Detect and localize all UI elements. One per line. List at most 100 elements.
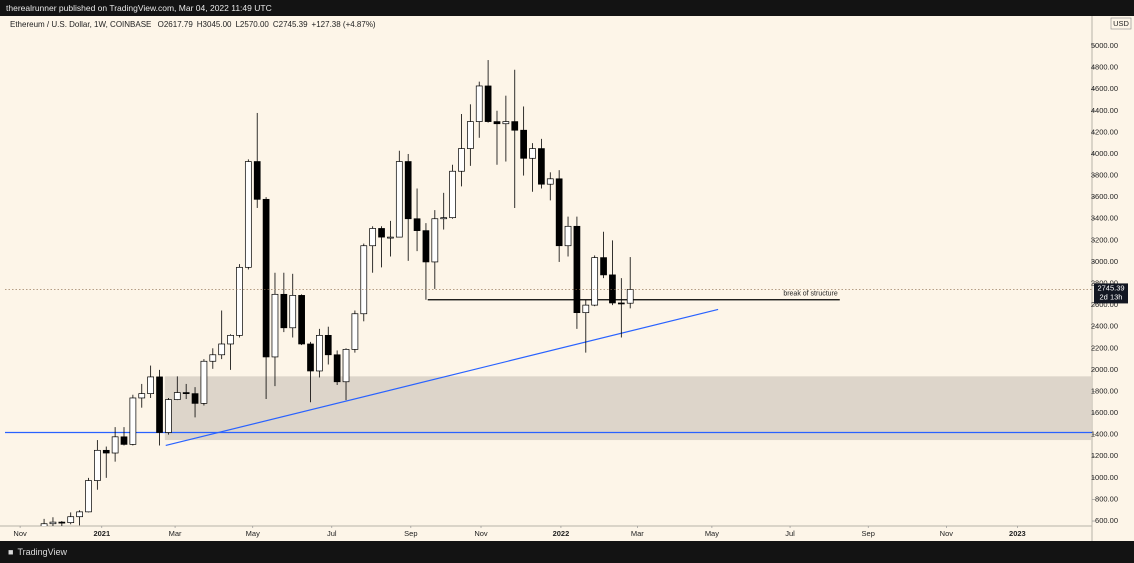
candle-body [102,449,110,454]
y-tick-label: 4200.00 [1091,127,1118,136]
candle-body [404,161,412,220]
structure-label: break of structure [783,291,838,298]
price-axis [1092,16,1134,541]
candle-body [173,392,181,400]
legend: Ethereum / U.S. Dollar, 1W, COINBASE O26… [10,20,380,29]
candle-body [600,257,607,276]
candle-body [40,523,48,526]
candle-body [191,393,199,404]
candle-body [609,274,616,304]
brand-logo: ■ [8,547,14,557]
y-tick-label: 3800.00 [1091,171,1118,180]
candle-body [564,225,572,247]
x-tick-label: Sep [404,529,417,538]
y-tick-label: 800.00 [1095,494,1118,503]
trend-line [165,308,719,447]
y-tick-label: 1000.00 [1091,473,1118,482]
candle-body [111,436,119,454]
currency: USD [1113,19,1129,28]
footer: ■ TradingView [0,541,1134,563]
candle-body [333,354,341,383]
ohlc-value: O2617.79 [157,20,193,29]
countdown: 2d 13h [1100,292,1123,301]
candle-body [49,521,57,525]
candle-body [617,302,625,305]
candle-body [307,343,314,372]
candle-body [546,178,554,185]
x-tick-label: Mar [169,529,182,538]
candle-body [555,178,563,247]
candle-body [289,295,297,329]
y-tick-label: 2200.00 [1091,343,1118,352]
y-tick-label: 2600.00 [1091,300,1118,309]
candle-body [94,449,101,481]
candle-body [466,121,474,149]
candle-body [511,121,519,131]
candle-body [209,354,217,362]
candle-body [440,217,448,220]
ohlc-value: +127.38 (+4.87%) [311,20,376,29]
candle-body [85,480,92,513]
top-bar: therealrunner published on TradingView.c… [0,0,1134,16]
y-tick-label: 1400.00 [1091,430,1118,439]
candle-body [58,521,66,524]
candle-body [431,218,439,263]
y-tick-label: 4600.00 [1091,84,1118,93]
currency-box[interactable] [1110,17,1132,30]
x-tick-label: Sep [862,529,875,538]
candle-body [395,161,403,238]
demand-zone [164,376,1092,441]
candle-body [502,121,510,125]
candle-body [582,304,590,314]
candle-body [262,198,270,358]
candle-body [227,334,234,345]
candle-body [351,313,359,350]
candle-body [378,228,385,238]
candle-body [422,230,430,263]
candle-body [280,293,288,329]
candle-body [573,225,581,314]
x-tick-label: Nov [474,529,488,538]
candle-body [253,161,261,200]
candle-body [324,334,332,356]
candle-body [387,236,394,239]
candle-body [147,376,154,394]
candle-body [244,161,252,268]
x-tick-label: May [705,529,719,538]
plot-area: break of structure [5,60,1092,526]
x-tick-label: May [246,529,260,538]
candle-body [342,349,350,383]
y-tick-label: 2800.00 [1091,279,1118,288]
publisher: therealrunner published on TradingView.c… [6,3,272,13]
candle-body [76,511,83,518]
x-tick-label: 2021 [93,529,110,538]
y-tick-label: 1200.00 [1091,451,1118,460]
candle-body [538,148,545,185]
candle-body [484,85,492,122]
y-tick-label: 600.00 [1095,516,1118,525]
y-tick-label: 4000.00 [1091,149,1118,158]
candle-body [129,397,137,445]
y-tick-label: 1800.00 [1091,386,1118,395]
candle-body [120,436,128,445]
y-tick-label: 3200.00 [1091,235,1118,244]
x-tick-label: Nov [13,529,27,538]
candle-body [626,289,634,304]
y-tick-label: 3600.00 [1091,192,1118,201]
y-tick-label: 4800.00 [1091,63,1118,72]
y-tick-label: 3000.00 [1091,257,1118,266]
candle-body [271,293,279,358]
candle-body [520,129,527,159]
candle-body [316,334,323,372]
x-tick-label: Mar [631,529,644,538]
candle-body [67,516,75,524]
y-tick-label: 2000.00 [1091,365,1118,374]
y-tick-label: 1600.00 [1091,408,1118,417]
y-tick-label: 2400.00 [1091,322,1118,331]
y-tick-label: 3400.00 [1091,214,1118,223]
candle-body [493,121,501,125]
candle-body [413,218,421,231]
candle-body [156,376,163,433]
candle-body [449,170,456,219]
last-price-label: 2745.39 [1097,283,1124,292]
